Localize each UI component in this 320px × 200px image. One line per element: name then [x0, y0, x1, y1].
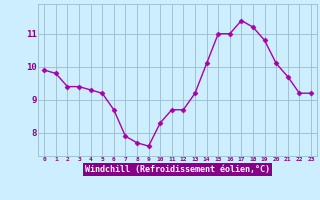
X-axis label: Windchill (Refroidissement éolien,°C): Windchill (Refroidissement éolien,°C): [85, 165, 270, 174]
